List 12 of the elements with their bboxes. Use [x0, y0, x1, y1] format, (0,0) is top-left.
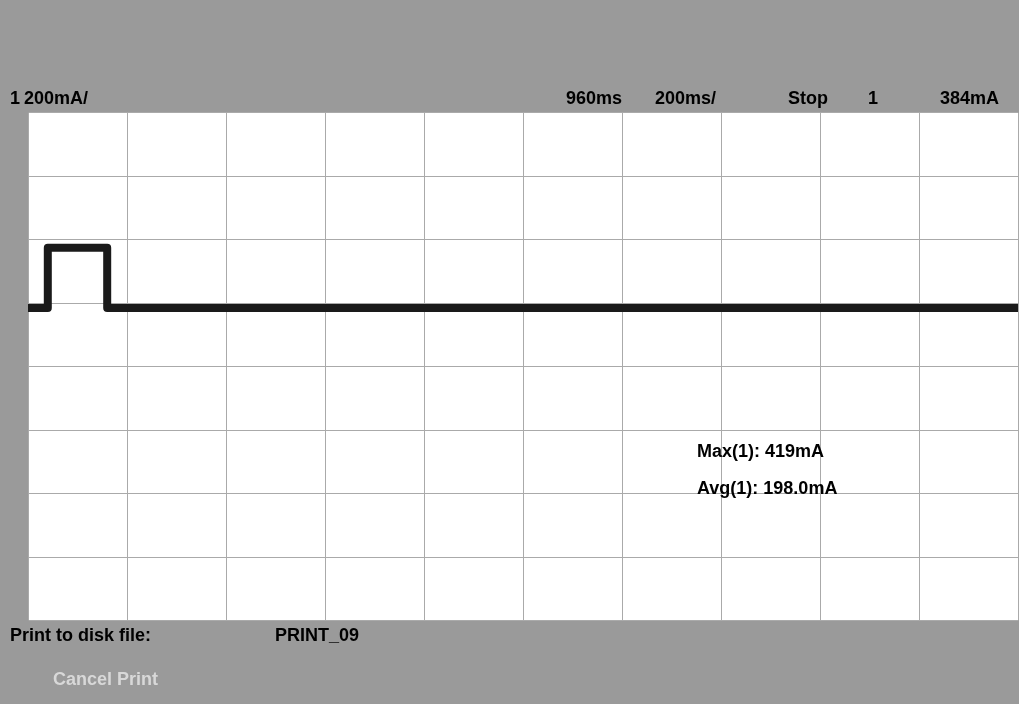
text: PRINT_09: [275, 625, 360, 645]
text: 200mA/: [24, 88, 89, 108]
text: 1: [868, 88, 879, 108]
text: Avg(1): 198.0mA: [697, 478, 838, 498]
text: 200ms/: [655, 88, 717, 108]
text: Max(1): 419mA: [697, 441, 825, 461]
text: 1: [10, 88, 21, 108]
text: 960ms: [566, 88, 623, 108]
text: Cancel Print: [53, 669, 159, 689]
text: 384mA: [940, 88, 1000, 108]
text: Stop: [788, 88, 828, 108]
text: Print to disk file:: [10, 625, 152, 645]
